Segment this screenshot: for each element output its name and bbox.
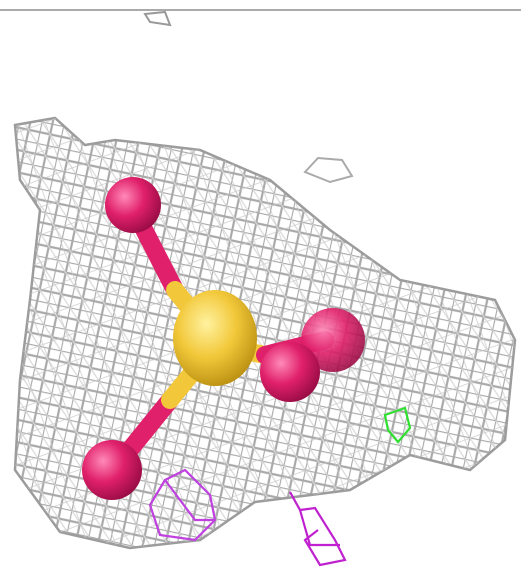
mesh-fragment	[303, 156, 354, 184]
difference-mesh	[148, 406, 412, 567]
sulfate	[82, 177, 365, 500]
mesh-fragment	[143, 10, 172, 27]
